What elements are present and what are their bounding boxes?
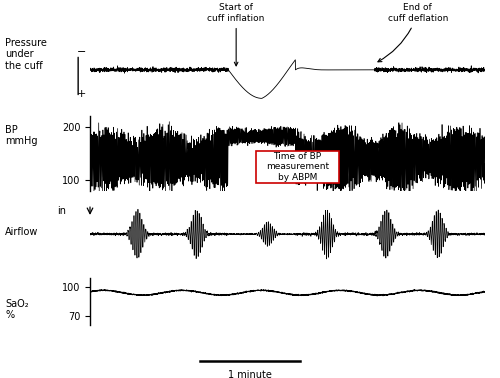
Text: End of
cuff inflation: End of cuff inflation — [204, 141, 282, 179]
Text: Time of BP
measurement
by ABPM: Time of BP measurement by ABPM — [266, 152, 329, 181]
Text: Start of
cuff inflation: Start of cuff inflation — [208, 3, 265, 66]
Text: BP
mmHg: BP mmHg — [5, 125, 38, 146]
Text: 1 minute: 1 minute — [228, 370, 272, 378]
Bar — [256, 151, 339, 183]
Text: in: in — [58, 206, 66, 216]
Text: Airflow: Airflow — [5, 227, 38, 237]
Text: Pressure
under
the cuff: Pressure under the cuff — [5, 38, 47, 71]
Text: −: − — [76, 46, 86, 57]
Text: End of
cuff deflation: End of cuff deflation — [378, 3, 448, 62]
Text: +: + — [76, 89, 86, 99]
Text: SaO₂
%: SaO₂ % — [5, 299, 28, 320]
